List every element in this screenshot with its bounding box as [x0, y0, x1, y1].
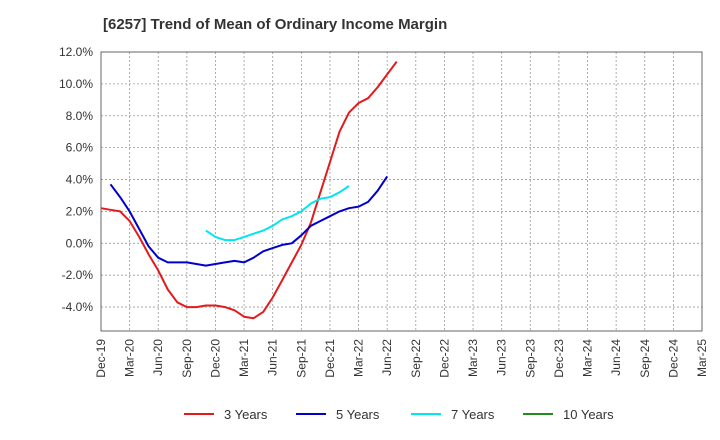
x-tick-label: Dec-21 — [323, 339, 337, 378]
x-tick-label: Mar-21 — [237, 339, 251, 377]
plot-frame — [100, 51, 703, 332]
y-tick-label: 0.0% — [66, 236, 94, 250]
x-tick-label: Sep-21 — [294, 339, 308, 378]
series-lines — [100, 61, 398, 320]
x-tick-label: Dec-22 — [437, 339, 451, 378]
x-tick-label: Sep-23 — [523, 339, 537, 378]
legend-label: 7 Years — [451, 407, 495, 422]
legend-label: 10 Years — [563, 407, 614, 422]
grid-lines — [101, 51, 702, 331]
legend-label: 5 Years — [336, 407, 380, 422]
legend: 3 Years 5 Years 7 Years 10 Years — [184, 407, 614, 422]
x-tick-label: Dec-19 — [94, 339, 108, 378]
y-tick-label: 2.0% — [66, 204, 94, 218]
y-tick-label: 8.0% — [66, 109, 94, 123]
y-tick-label: -4.0% — [62, 300, 94, 314]
x-tick-label: Jun-21 — [266, 339, 280, 376]
chart-title: [6257] Trend of Mean of Ordinary Income … — [103, 16, 448, 33]
x-tick-label: Dec-24 — [666, 339, 680, 378]
x-tick-label: Dec-20 — [208, 339, 222, 378]
y-tick-label: -2.0% — [62, 268, 94, 282]
x-tick-label: Mar-20 — [123, 339, 137, 377]
y-tick-label: 4.0% — [66, 173, 94, 187]
x-tick-label: Jun-23 — [495, 339, 509, 376]
x-tick-label: Mar-25 — [695, 339, 709, 377]
x-tick-label: Mar-23 — [466, 339, 480, 377]
x-tick-label: Dec-23 — [552, 339, 566, 378]
y-tick-label: 10.0% — [59, 77, 93, 91]
x-tick-label: Mar-24 — [581, 339, 595, 377]
x-tick-label: Jun-24 — [609, 339, 623, 376]
y-tick-label: 12.0% — [59, 45, 93, 59]
series-line — [109, 175, 389, 267]
x-tick-label: Sep-24 — [638, 339, 652, 378]
x-tick-label: Mar-22 — [352, 339, 366, 377]
x-tick-label: Sep-22 — [409, 339, 423, 378]
y-axis-ticks: 12.0% 10.0% 8.0% 6.0% 4.0% 2.0% 0.0% -2.0% -4.0% — [59, 45, 93, 314]
x-axis-ticks: Dec-19 Mar-20 Jun-20 Sep-20 Dec-20 Mar-21 Jun-… — [94, 339, 709, 378]
x-tick-label: Jun-20 — [151, 339, 165, 376]
x-tick-label: Jun-22 — [380, 339, 394, 376]
series-line — [205, 185, 350, 242]
series-line — [100, 61, 398, 320]
x-tick-label: Sep-20 — [180, 339, 194, 378]
y-tick-label: 6.0% — [66, 141, 94, 155]
legend-label: 3 Years — [224, 407, 268, 422]
